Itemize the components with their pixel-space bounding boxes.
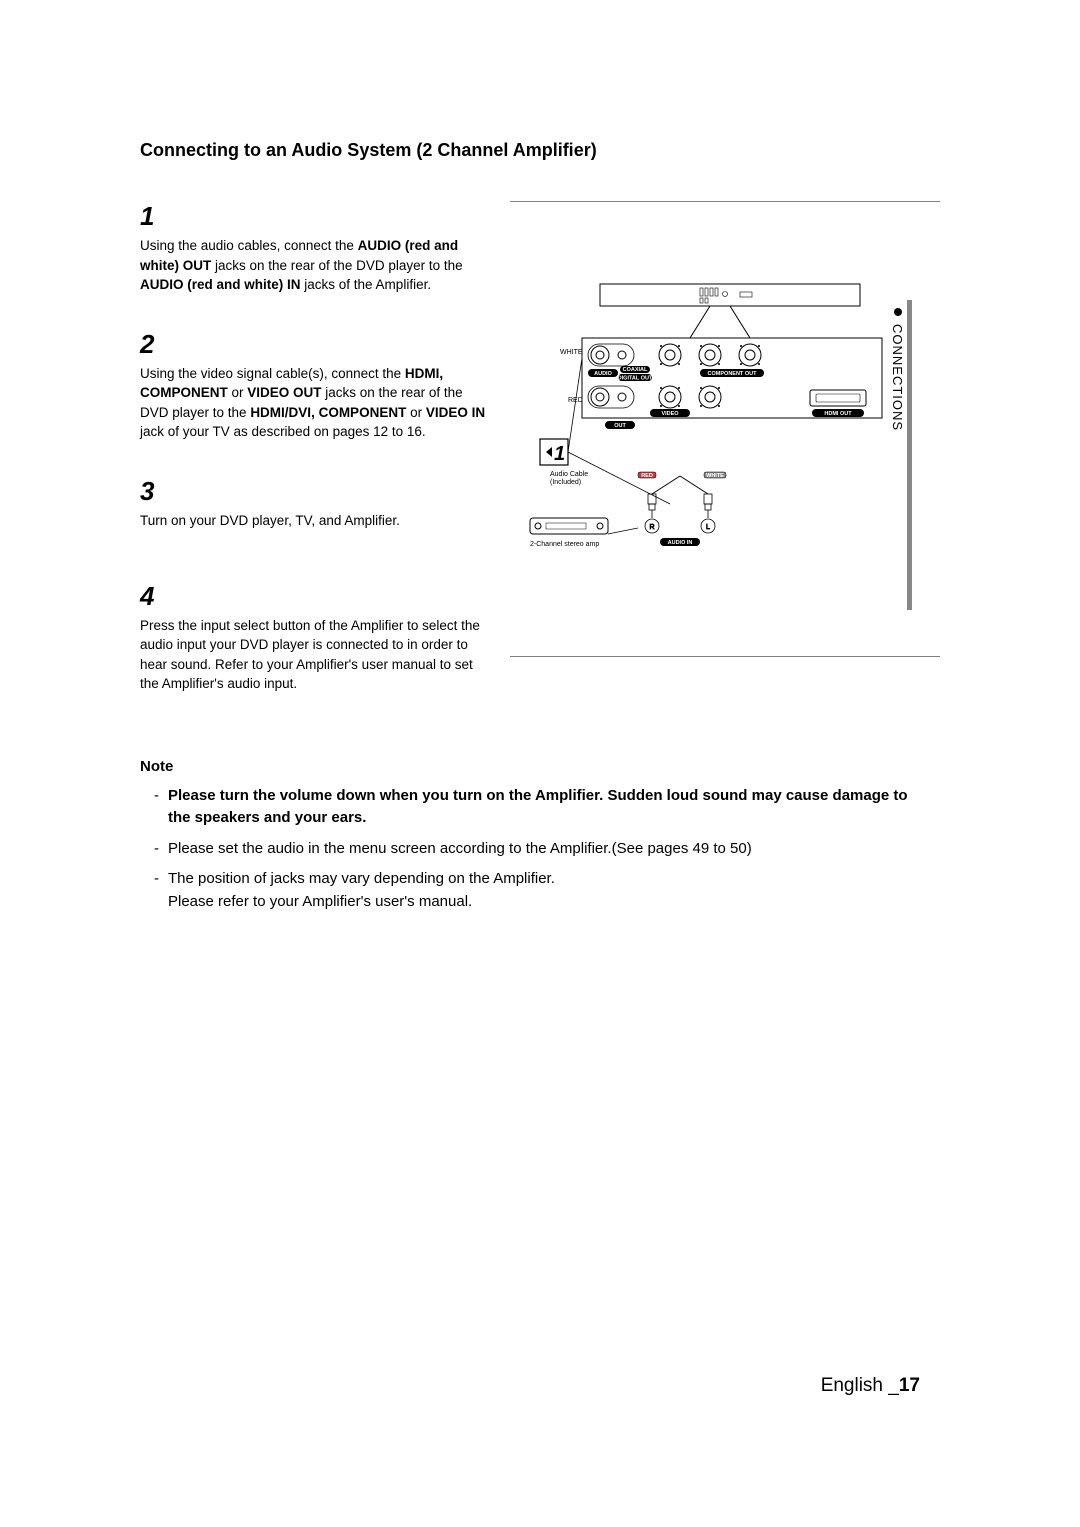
label-amp: 2-Channel stereo amp (530, 541, 599, 548)
label-white: WHITE (560, 349, 583, 356)
tab-dot-icon (894, 308, 902, 316)
note-item: Please set the audio in the menu screen … (140, 838, 930, 861)
connection-diagram: WHITE RED AUDIO COAXIAL DIGITAL OUT (510, 214, 940, 644)
footer-lang: English _ (821, 1375, 899, 1396)
tab-label: CONNECTIONS (890, 324, 905, 431)
step-text: Using the video signal cable(s), connect… (140, 364, 490, 442)
callout-number: 1 (554, 443, 565, 465)
steps-column: 1 Using the audio cables, connect the AU… (140, 201, 490, 728)
tab-bar (907, 300, 912, 610)
pill-compout: COMPONENT OUT (708, 371, 758, 377)
pill-out: OUT (614, 423, 626, 429)
pill-audio: AUDIO (594, 371, 612, 377)
step-text: Using the audio cables, connect the AUDI… (140, 236, 490, 295)
label-audio-cable: Audio Cable (550, 471, 588, 478)
pill-video: VIDEO (661, 411, 679, 417)
note-section: Note Please turn the volume down when yo… (140, 758, 930, 914)
note-item: The position of jacks may vary depending… (140, 868, 930, 913)
pill-digiout: DIGITAL OUT (618, 376, 653, 382)
step-text: Press the input select button of the Amp… (140, 616, 490, 694)
svg-text:R: R (649, 524, 654, 531)
step-1: 1 Using the audio cables, connect the AU… (140, 201, 490, 295)
step-3: 3 Turn on your DVD player, TV, and Ampli… (140, 476, 490, 531)
step-text: Turn on your DVD player, TV, and Amplifi… (140, 511, 490, 531)
note-heading: Note (140, 758, 930, 775)
footer-page: 17 (899, 1375, 920, 1396)
step-number: 3 (140, 476, 490, 507)
step-number: 2 (140, 329, 490, 360)
svg-text:L: L (706, 524, 710, 531)
step-2: 2 Using the video signal cable(s), conne… (140, 329, 490, 442)
label-red2: RED (641, 473, 653, 479)
label-included: (Included) (550, 479, 581, 486)
divider (510, 656, 940, 657)
section-tab: CONNECTIONS (890, 300, 912, 610)
step-number: 1 (140, 201, 490, 232)
note-item: Please turn the volume down when you tur… (140, 785, 930, 830)
page-footer: English _17 (821, 1375, 920, 1397)
pill-coaxial: COAXIAL (623, 367, 648, 373)
label-audio-in: AUDIO IN (668, 540, 693, 546)
divider (510, 201, 940, 202)
step-number: 4 (140, 581, 490, 612)
step-4: 4 Press the input select button of the A… (140, 581, 490, 694)
page-title: Connecting to an Audio System (2 Channel… (140, 140, 940, 161)
pill-hdmi: HDMI OUT (824, 411, 852, 417)
label-white2: WHITE (706, 473, 724, 479)
